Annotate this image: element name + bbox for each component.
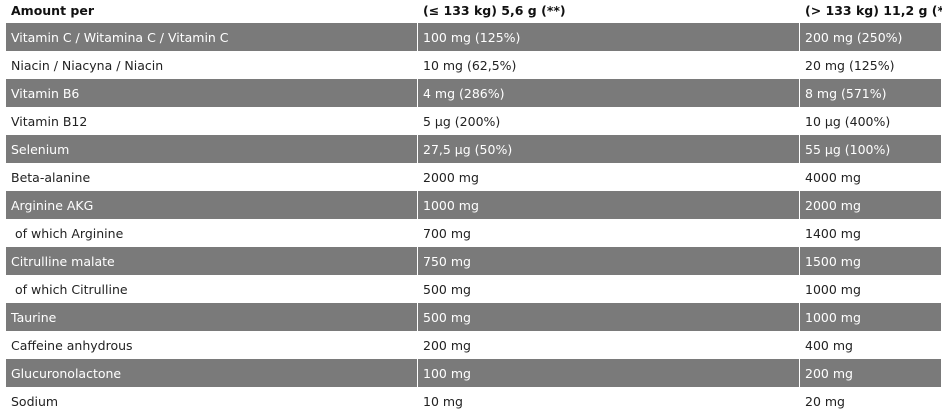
- table-cell: 27,5 µg (50%): [418, 135, 800, 163]
- header-cell: (> 133 kg) 11,2 g (**): [800, 0, 942, 23]
- table-cell: 200 mg: [800, 359, 942, 387]
- table-cell: 10 mg (62,5%): [418, 51, 800, 79]
- table-row: Caffeine anhydrous 200 mg 400 mg: [6, 331, 942, 359]
- header-row: Amount per (≤ 133 kg) 5,6 g (**) (> 133 kg…: [6, 0, 942, 23]
- table-row: Vitamin C / Witamina C / Vitamin C 100 mg…: [6, 23, 942, 51]
- table-cell: 5 µg (200%): [418, 107, 800, 135]
- table-row: Arginine AKG 1000 mg 2000 mg: [6, 191, 942, 219]
- table-cell: 20 mg (125%): [800, 51, 942, 79]
- table-cell: 4000 mg: [800, 163, 942, 191]
- table-cell: 200 mg (250%): [800, 23, 942, 51]
- table-cell: 750 mg: [418, 247, 800, 275]
- table-cell: Selenium: [6, 135, 418, 163]
- table-cell: 400 mg: [800, 331, 942, 359]
- table-cell: Citrulline malate: [6, 247, 418, 275]
- table-cell: Arginine AKG: [6, 191, 418, 219]
- table-cell: 10 µg (400%): [800, 107, 942, 135]
- table-cell: 100 mg: [418, 359, 800, 387]
- nutrition-table: Amount per (≤ 133 kg) 5,6 g (**) (> 133 kg…: [6, 0, 942, 415]
- table-cell: Caffeine anhydrous: [6, 331, 418, 359]
- table-cell: 200 mg: [418, 331, 800, 359]
- table-row: Citrulline malate 750 mg 1500 mg: [6, 247, 942, 275]
- header-cell: (≤ 133 kg) 5,6 g (**): [418, 0, 800, 23]
- table-cell: of which Arginine: [6, 219, 418, 247]
- table-row: Beta-alanine 2000 mg 4000 mg: [6, 163, 942, 191]
- table-cell: of which Citrulline: [6, 275, 418, 303]
- table-row: of which Arginine 700 mg 1400 mg: [6, 219, 942, 247]
- table-cell: Sodium: [6, 387, 418, 415]
- table-row: Niacin / Niacyna / Niacin 10 mg (62,5%) 20…: [6, 51, 942, 79]
- table-cell: 100 mg (125%): [418, 23, 800, 51]
- table-cell: 1000 mg: [418, 191, 800, 219]
- table-body: Amount per (≤ 133 kg) 5,6 g (**) (> 133 kg…: [6, 0, 942, 415]
- table-cell: 1000 mg: [800, 303, 942, 331]
- table-cell: Vitamin C / Witamina C / Vitamin C: [6, 23, 418, 51]
- table-cell: 10 mg: [418, 387, 800, 415]
- table-cell: 55 µg (100%): [800, 135, 942, 163]
- header-cell: Amount per: [6, 0, 418, 23]
- table-cell: 20 mg: [800, 387, 942, 415]
- table-cell: 700 mg: [418, 219, 800, 247]
- table-cell: 8 mg (571%): [800, 79, 942, 107]
- table-row: Sodium 10 mg 20 mg: [6, 387, 942, 415]
- table-cell: Taurine: [6, 303, 418, 331]
- table-row: Taurine 500 mg 1000 mg: [6, 303, 942, 331]
- table-cell: Vitamin B6: [6, 79, 418, 107]
- table-row: of which Citrulline 500 mg 1000 mg: [6, 275, 942, 303]
- table-cell: 1000 mg: [800, 275, 942, 303]
- table-cell: 500 mg: [418, 303, 800, 331]
- table-cell: 1500 mg: [800, 247, 942, 275]
- table-cell: Glucuronolactone: [6, 359, 418, 387]
- table-cell: 4 mg (286%): [418, 79, 800, 107]
- table-cell: 500 mg: [418, 275, 800, 303]
- table-row: Selenium 27,5 µg (50%) 55 µg (100%): [6, 135, 942, 163]
- table-cell: 2000 mg: [418, 163, 800, 191]
- table-row: Glucuronolactone 100 mg 200 mg: [6, 359, 942, 387]
- table-cell: 2000 mg: [800, 191, 942, 219]
- table-cell: Beta-alanine: [6, 163, 418, 191]
- table-cell: 1400 mg: [800, 219, 942, 247]
- table-row: Vitamin B6 4 mg (286%) 8 mg (571%): [6, 79, 942, 107]
- table-row: Vitamin B12 5 µg (200%) 10 µg (400%): [6, 107, 942, 135]
- table-cell: Vitamin B12: [6, 107, 418, 135]
- table-cell: Niacin / Niacyna / Niacin: [6, 51, 418, 79]
